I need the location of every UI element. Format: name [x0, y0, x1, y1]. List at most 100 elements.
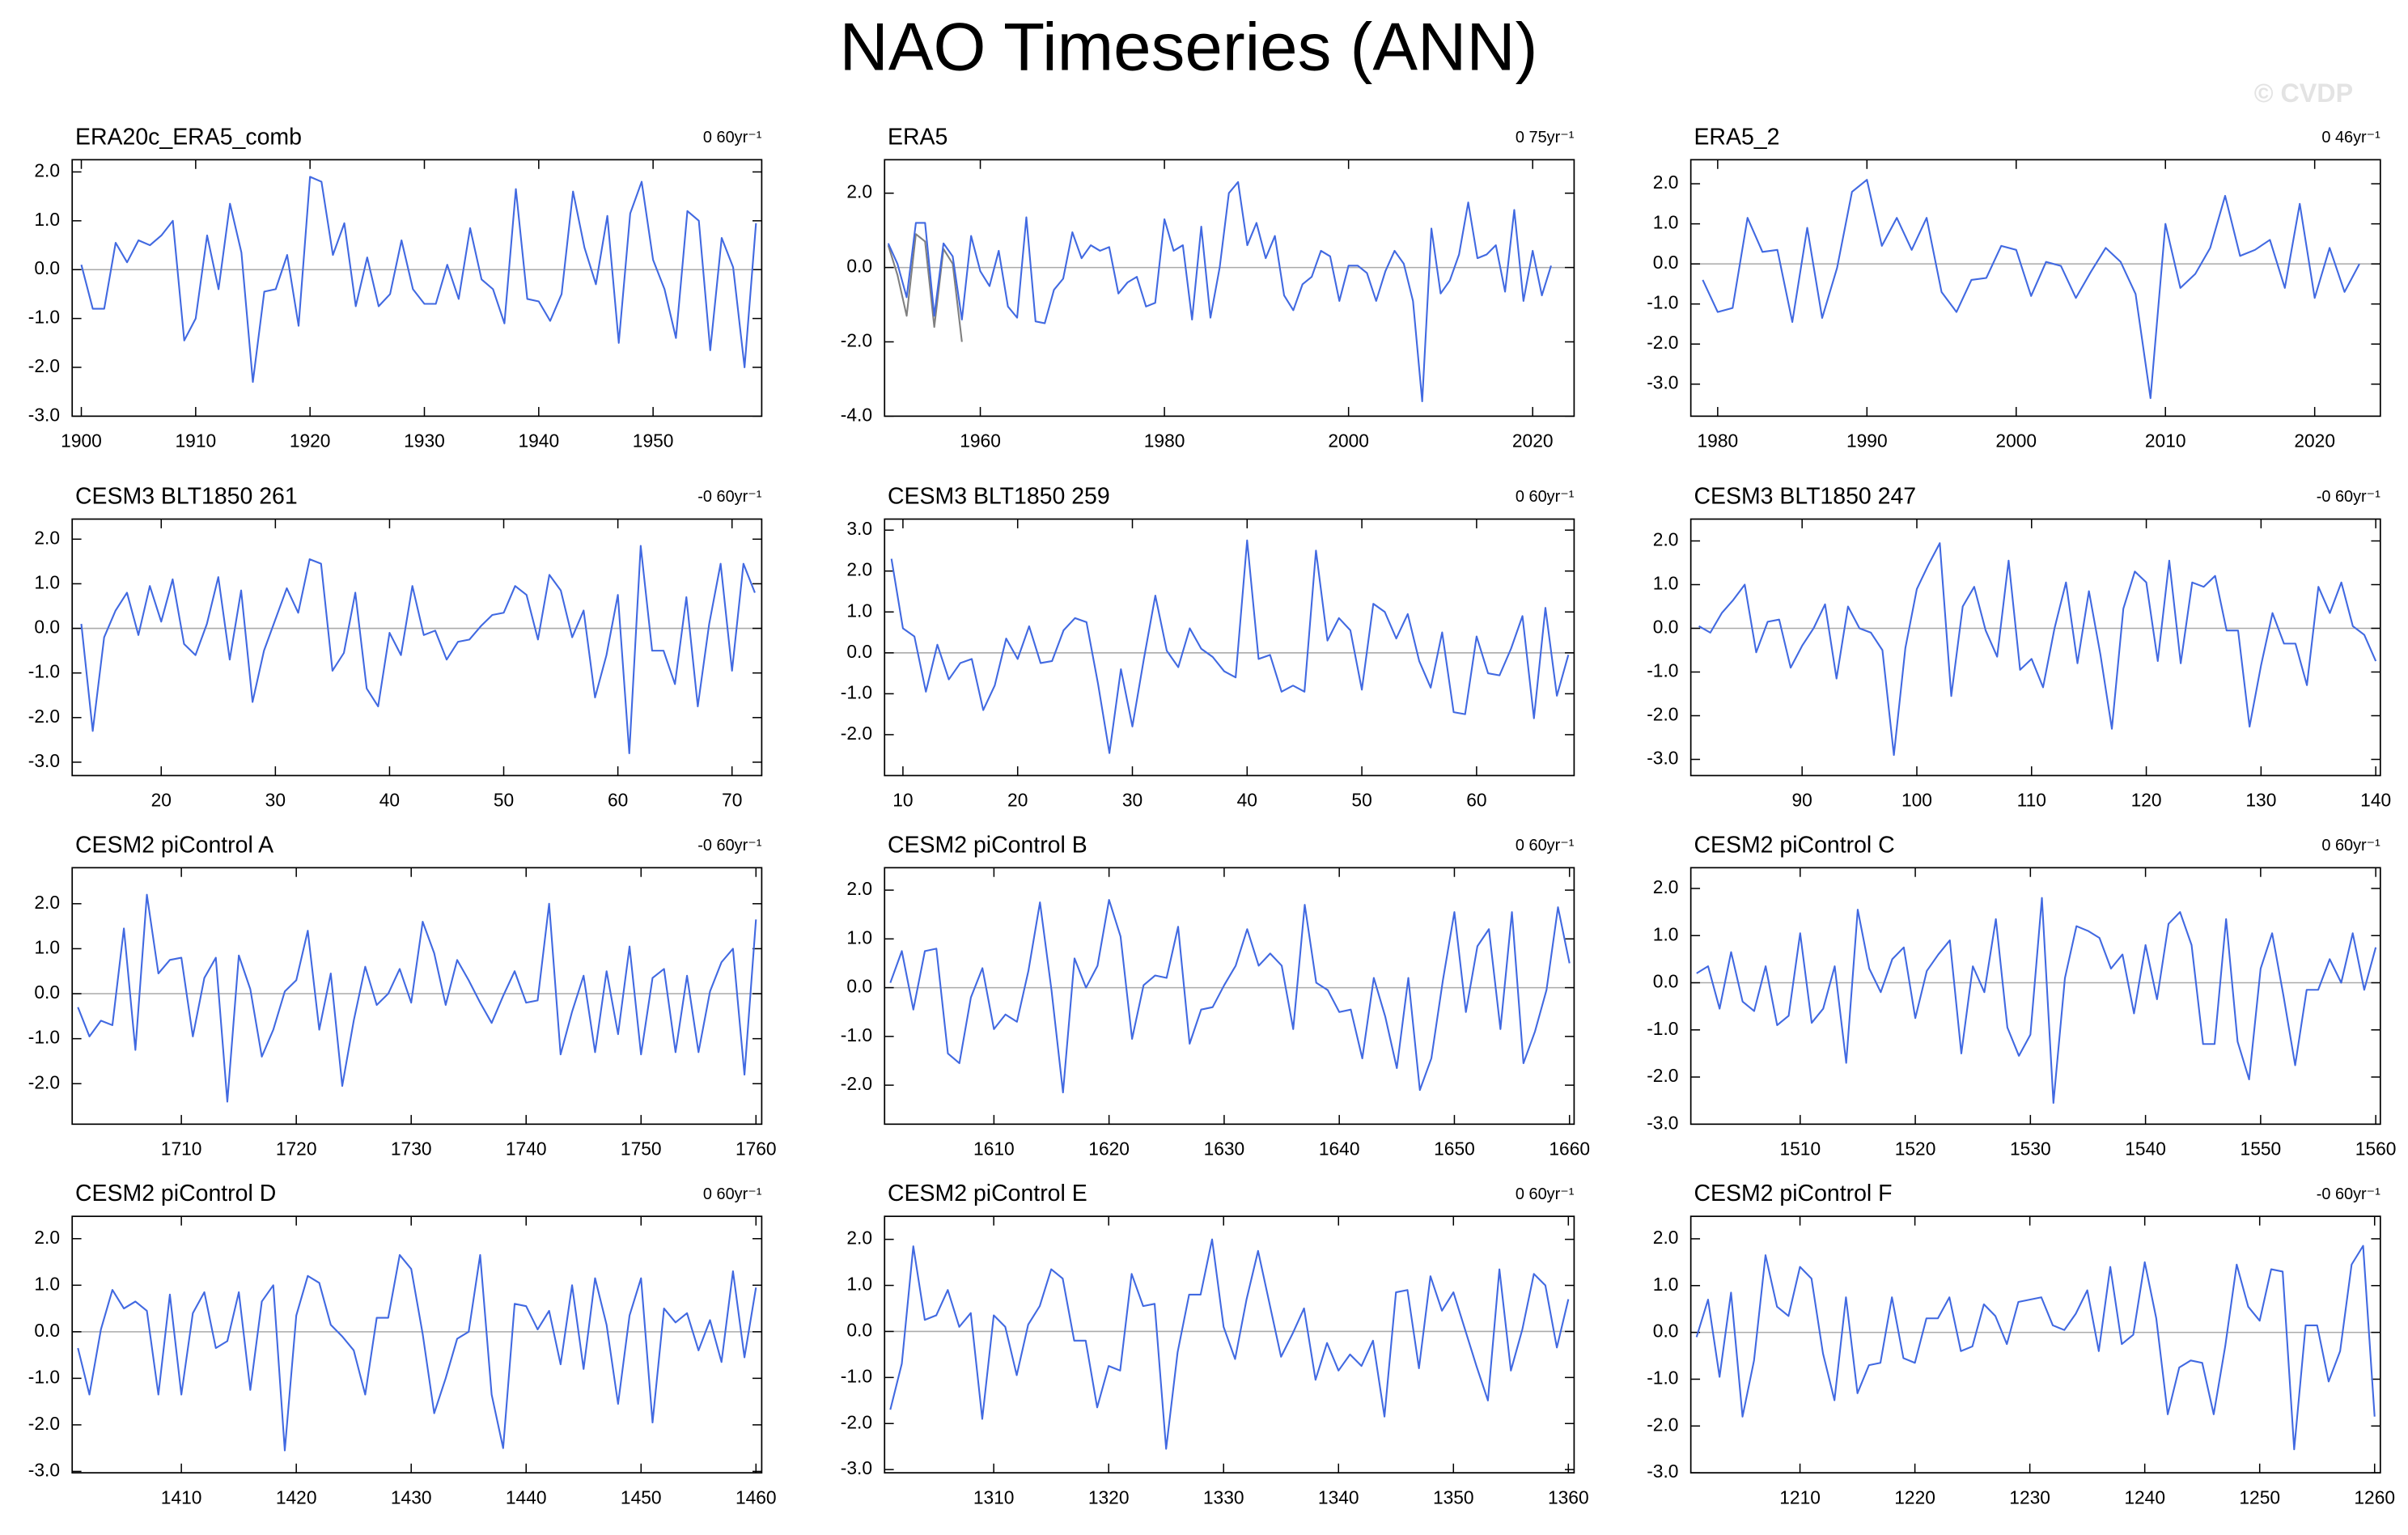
y-tick-label: 0.0	[34, 257, 60, 278]
y-tick-label: 1.0	[846, 600, 872, 621]
panel-title: CESM3 BLT1850 259	[888, 483, 1110, 509]
y-tick-label: 0.0	[34, 982, 60, 1003]
series-line	[887, 233, 963, 342]
y-tick-label: -3.0	[1647, 748, 1678, 769]
y-tick-label: -1.0	[1647, 1018, 1678, 1039]
x-tick-label: 1250	[2239, 1486, 2280, 1507]
y-tick-label: 0.0	[846, 976, 872, 997]
x-tick-label: 1930	[404, 430, 445, 452]
panel-title: CESM3 BLT1850 261	[75, 483, 298, 509]
y-tick-label: -1.0	[1647, 292, 1678, 313]
plot-frame	[1689, 518, 2381, 777]
y-tick-label: 2.0	[34, 892, 60, 913]
x-tick-label: 1560	[2355, 1139, 2397, 1160]
y-tick-label: -1.0	[28, 1366, 60, 1387]
y-tick-label: 2.0	[846, 181, 872, 202]
x-tick-label: 2000	[1995, 430, 2037, 452]
x-tick-label: 1460	[736, 1486, 777, 1507]
y-tick-label: 2.0	[34, 159, 60, 180]
x-tick-label: 1210	[1779, 1486, 1821, 1507]
y-tick-label: -4.0	[841, 404, 872, 425]
x-tick-label: 90	[1792, 790, 1812, 811]
x-tick-label: 1910	[176, 430, 217, 452]
trend-label: 0 46yr⁻¹	[2321, 129, 2380, 146]
y-tick-label: 0.0	[1653, 617, 1679, 638]
series-line	[77, 1253, 757, 1452]
trend-label: 0 60yr⁻¹	[1516, 837, 1575, 854]
x-tick-label: 1750	[621, 1139, 662, 1160]
x-tick-label: 60	[608, 790, 628, 811]
y-tick-label: -3.0	[28, 750, 60, 771]
y-tick-label: -2.0	[28, 1071, 60, 1092]
x-tick-label: 40	[1237, 790, 1257, 811]
x-tick-label: 1540	[2125, 1139, 2166, 1160]
y-tick-label: -1.0	[1647, 660, 1678, 681]
y-tick-label: -2.0	[28, 706, 60, 727]
y-tick-label: 0.0	[1653, 1321, 1679, 1342]
x-tick-label: 1720	[276, 1139, 317, 1160]
y-tick-label: -2.0	[28, 1413, 60, 1434]
x-tick-label: 1360	[1548, 1486, 1589, 1507]
x-tick-label: 50	[1351, 790, 1371, 811]
panel-title: ERA5	[888, 124, 948, 150]
y-tick-label: 2.0	[1653, 529, 1679, 550]
x-tick-label: 1330	[1203, 1486, 1244, 1507]
plot-frame	[71, 1215, 763, 1474]
x-tick-label: 2010	[2145, 430, 2186, 452]
plot-frame	[884, 867, 1575, 1126]
x-tick-label: 20	[151, 790, 172, 811]
x-tick-label: 1730	[391, 1139, 432, 1160]
y-tick-label: -3.0	[28, 404, 60, 425]
plot-frame	[1689, 867, 2381, 1126]
series-line	[77, 893, 757, 1103]
plot-frame	[884, 518, 1575, 777]
y-tick-label: -2.0	[1647, 1414, 1678, 1435]
y-tick-label: 0.0	[846, 256, 872, 277]
y-tick-label: 1.0	[1653, 212, 1679, 233]
y-tick-label: 2.0	[34, 1227, 60, 1248]
x-tick-label: 1900	[61, 430, 102, 452]
y-tick-label: 0.0	[1653, 971, 1679, 992]
y-tick-label: -3.0	[1647, 1461, 1678, 1482]
y-tick-label: -2.0	[1647, 1065, 1678, 1086]
x-tick-label: 1630	[1204, 1139, 1245, 1160]
x-tick-label: 1950	[633, 430, 674, 452]
x-tick-label: 1530	[2010, 1139, 2051, 1160]
trend-label: -0 60yr⁻¹	[2317, 1185, 2380, 1203]
x-tick-label: 140	[2360, 790, 2391, 811]
x-tick-label: 100	[1901, 790, 1932, 811]
x-tick-label: 1420	[276, 1486, 317, 1507]
x-tick-label: 1920	[290, 430, 331, 452]
x-tick-label: 2020	[2294, 430, 2335, 452]
y-tick-label: 1.0	[1653, 573, 1679, 594]
series-line	[80, 176, 757, 384]
trend-label: 0 60yr⁻¹	[2321, 837, 2380, 854]
x-tick-label: 1980	[1144, 430, 1185, 452]
y-tick-label: 1.0	[1653, 1274, 1679, 1295]
y-tick-label: -1.0	[841, 1365, 872, 1386]
y-tick-label: 0.0	[846, 1319, 872, 1340]
x-tick-label: 40	[379, 790, 400, 811]
x-tick-label: 1440	[506, 1486, 547, 1507]
x-tick-label: 1350	[1433, 1486, 1474, 1507]
y-tick-label: 2.0	[1653, 172, 1679, 193]
series-line	[1696, 897, 2377, 1105]
y-tick-label: -1.0	[1647, 1367, 1678, 1388]
x-tick-label: 1940	[518, 430, 559, 452]
y-tick-label: 1.0	[34, 936, 60, 957]
x-tick-label: 20	[1007, 790, 1028, 811]
x-tick-label: 60	[1466, 790, 1486, 811]
y-tick-label: -2.0	[841, 329, 872, 350]
series-line	[1698, 542, 2377, 757]
y-tick-label: -2.0	[841, 723, 872, 744]
y-tick-label: -1.0	[841, 1024, 872, 1045]
x-tick-label: 10	[892, 790, 913, 811]
x-tick-label: 1980	[1698, 430, 1739, 452]
x-tick-label: 30	[265, 790, 286, 811]
y-tick-label: 2.0	[1653, 1227, 1679, 1248]
series-line	[889, 899, 1571, 1094]
panel-title: ERA20c_ERA5_comb	[75, 124, 302, 150]
x-tick-label: 1430	[391, 1486, 432, 1507]
trend-label: -0 60yr⁻¹	[2317, 488, 2380, 506]
y-tick-label: 1.0	[34, 209, 60, 230]
